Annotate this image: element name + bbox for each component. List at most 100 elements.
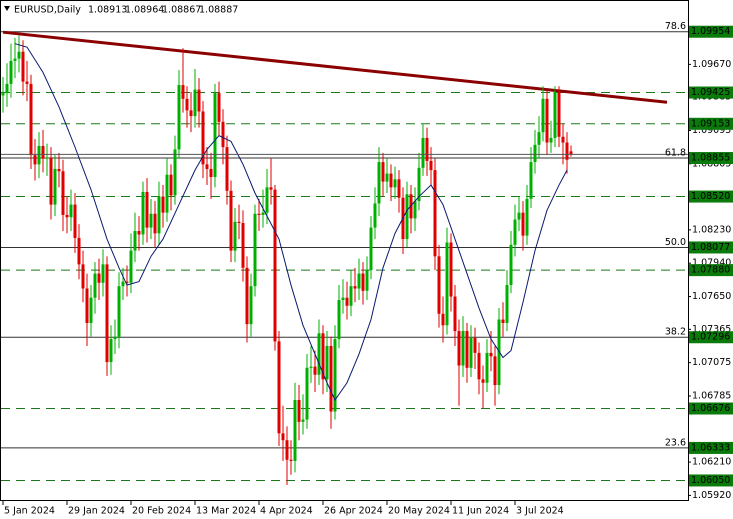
candle-body (133, 231, 137, 251)
candle-body (317, 333, 321, 375)
x-tick-label: 20 Feb 2024 (132, 506, 191, 517)
candle-body (37, 145, 41, 165)
candle-body (141, 191, 145, 235)
candle-body (49, 157, 53, 205)
candle-body (529, 162, 533, 199)
candle-body (561, 136, 565, 143)
candle-body (289, 459, 293, 461)
plot-area (1, 30, 688, 486)
candle-body (161, 196, 165, 213)
candle-body (365, 270, 369, 291)
x-tick-label: 5 Jan 2024 (4, 506, 55, 517)
candle-body (85, 288, 89, 323)
candle-body (113, 336, 117, 340)
candle-body (473, 337, 477, 353)
candle-body (265, 187, 269, 213)
candle-body (177, 85, 181, 150)
candle-body (481, 379, 485, 383)
candle-body (545, 98, 549, 143)
menu-icon[interactable] (4, 6, 10, 11)
level-label-box (689, 264, 733, 277)
candle-body (17, 51, 21, 59)
candle-body (125, 281, 129, 283)
candle-body (93, 273, 97, 298)
level-label-box (689, 117, 733, 130)
candle-body (73, 204, 77, 238)
x-tick-label: 29 Jan 2024 (68, 506, 125, 517)
candle-body (181, 85, 185, 99)
candle-body (433, 170, 437, 257)
candle-body (237, 221, 241, 223)
candle-body (337, 300, 341, 340)
y-tick-label: 1.08230 (692, 224, 731, 235)
level-label: 1.08077 (691, 242, 730, 253)
candle-body (457, 331, 461, 366)
plot-frame (0, 0, 689, 501)
x-tick-label: 13 Mar 2024 (196, 506, 256, 517)
level-label-box (689, 441, 733, 454)
header-close: 1.08887 (199, 5, 238, 16)
candle-body (61, 171, 65, 215)
candle-body (569, 151, 573, 155)
candle-body (517, 212, 521, 220)
level-label-box (689, 86, 733, 99)
level-label: 1.06676 (691, 403, 730, 414)
level-label: 1.09425 (691, 87, 730, 98)
candle-body (57, 168, 61, 172)
header-high: 1.08964 (125, 5, 164, 16)
candle-body (149, 213, 153, 228)
fib-label: 78.6 (665, 21, 686, 32)
candle-body (325, 345, 329, 380)
candle-body (153, 213, 157, 234)
candle-body (393, 179, 397, 188)
candle-body (253, 213, 257, 287)
candle-body (489, 352, 493, 357)
x-tick-label: 11 Jun 2024 (452, 506, 509, 517)
candle-body (397, 179, 401, 198)
candle-body (117, 286, 121, 337)
candle-body (121, 281, 125, 287)
candle-body (417, 167, 421, 202)
candle-body (293, 400, 297, 461)
y-tick-label: 1.06785 (692, 390, 731, 401)
candle-body (477, 352, 481, 380)
candle-body (373, 203, 377, 228)
candle-body (381, 162, 385, 182)
candle-body (81, 264, 85, 289)
candle-body (429, 160, 433, 171)
candle-body (269, 187, 273, 190)
candle-body (513, 219, 517, 245)
candle-body (345, 297, 349, 306)
candle-body (449, 242, 453, 297)
candle-body (369, 227, 373, 271)
candle-body (233, 221, 237, 251)
level-label: 1.08520 (691, 191, 730, 202)
candle-body (389, 173, 393, 188)
candle-body (165, 174, 169, 213)
candle-body (313, 366, 317, 375)
y-tick-label: 1.09095 (692, 125, 731, 136)
candle-body (297, 400, 301, 422)
x-tick-label: 20 May 2024 (388, 506, 450, 517)
candle-body (437, 256, 441, 314)
candle-body (241, 222, 245, 268)
y-tick-label: 1.09670 (692, 59, 731, 70)
candle-body (105, 264, 109, 363)
candle-body (285, 440, 289, 460)
candle-body (361, 273, 365, 291)
candle-body (525, 198, 529, 236)
candle-body (333, 339, 337, 412)
candle-body (441, 313, 445, 326)
candle-body (309, 366, 313, 368)
trendline (2, 30, 668, 104)
candle-body (377, 162, 381, 204)
candle-body (245, 267, 249, 325)
candle-body (321, 333, 325, 380)
candle-body (257, 213, 261, 215)
y-tick-label: 1.06210 (692, 457, 731, 468)
candle-body (421, 137, 425, 168)
level-label-box (689, 25, 733, 38)
y-tick-label: 1.05920 (692, 490, 731, 501)
candle-body (45, 157, 49, 159)
fib-label: 38.2 (665, 327, 686, 338)
